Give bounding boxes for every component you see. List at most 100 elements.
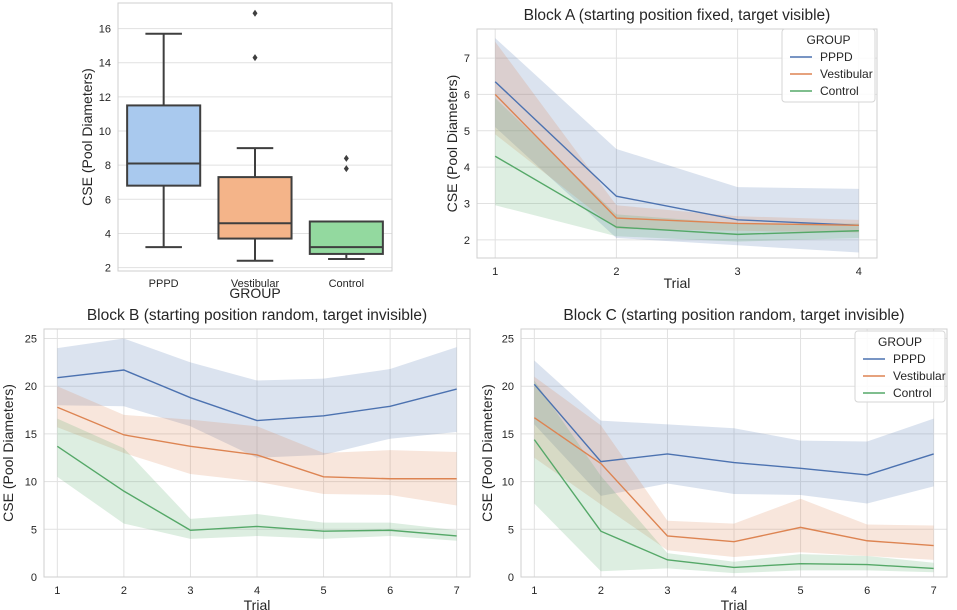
blockB-xtick-label: 2	[121, 585, 127, 597]
blockB-ytick-label: 20	[25, 381, 37, 393]
boxplot-ytick-label: 12	[99, 92, 111, 104]
blockC-line-pppd	[533, 383, 934, 476]
blockA-line-pppd	[494, 81, 859, 226]
blockA-chart: 1 2 3 4 2 3 4 5 6 7 Block A (starting position fix…	[444, 7, 878, 291]
blockA-frame	[476, 28, 878, 259]
blockB-title: Block B (starting position random, targe…	[87, 307, 427, 324]
blockC-line-vestibular	[533, 417, 934, 547]
box-outlier	[343, 154, 349, 162]
boxplot-ytick-label: 4	[105, 228, 111, 240]
blockB-ytick-label: 10	[25, 477, 37, 489]
boxplot-ytick-label: 2	[105, 263, 111, 275]
box-control	[308, 220, 384, 255]
blockC-title: Block C (starting position random, targe…	[563, 307, 904, 324]
blockB-ytick-label: 5	[31, 524, 37, 536]
blockC-legend-box	[854, 330, 946, 403]
box-outlier	[252, 54, 258, 62]
blockA-xtick-label: 2	[613, 266, 619, 278]
blockC-ytick-label: 15	[502, 429, 514, 441]
blockB-xtick-label: 3	[187, 585, 193, 597]
blockA-legend-label: PPPD	[820, 50, 853, 64]
blockB-band-pppd	[57, 338, 457, 458]
blockB-band-vestibular	[57, 386, 457, 506]
blockC-line-control	[533, 439, 934, 570]
blockA-ytick-label: 3	[464, 198, 470, 210]
blockC-xtick-label: 1	[531, 585, 537, 597]
blockC-xtick-label: 7	[931, 585, 937, 597]
blockA-ytick-label: 6	[464, 89, 470, 101]
blockC-frame	[520, 328, 948, 578]
blockA-line-vestibular	[494, 93, 859, 226]
blockB-xtick-label: 6	[387, 585, 393, 597]
blockB-xtick-label: 5	[321, 585, 327, 597]
blockA-band-pppd	[495, 38, 859, 253]
blockA-ytick-label: 7	[464, 53, 470, 65]
blockC-ytick-label: 5	[508, 524, 514, 536]
blockC-band-vestibular	[534, 376, 934, 560]
blockC-xlabel: Trial	[721, 597, 748, 610]
blockA-ytick-label: 2	[464, 235, 470, 247]
blockC-xtick-label: 2	[598, 585, 604, 597]
blockB-line-vestibular	[57, 406, 457, 480]
boxplot-ytick-label: 14	[99, 58, 111, 70]
blockA-xtick-label: 4	[856, 266, 862, 278]
blockB-ytick-label: 0	[31, 572, 37, 584]
blockB-ytick-label: 15	[25, 429, 37, 441]
boxplot-xtick-label: PPPD	[149, 278, 179, 290]
blockA-xtick-label: 1	[492, 266, 498, 278]
blockB-xlabel: Trial	[244, 597, 271, 610]
boxplot-ytick-label: 16	[99, 24, 111, 36]
blockA-legend-title: GROUP	[806, 33, 850, 47]
blockB-ylabel: CSE (Pool Diameters)	[0, 384, 16, 522]
blockB-ytick-label: 25	[25, 334, 37, 346]
blockA-title: Block A (starting position fixed, target…	[524, 7, 831, 24]
blockC-band-control	[534, 380, 934, 574]
boxplot-ytick-label: 8	[105, 160, 111, 172]
blockC-ytick-label: 10	[502, 477, 514, 489]
boxplot-chart: 2 4 6 8 10 12 14 16 PPPD Vestibular Control GROUP CS…	[79, 2, 393, 301]
blockC-ylabel: CSE (Pool Diameters)	[479, 384, 495, 522]
blockC-legend-label: Vestibular	[893, 369, 946, 383]
blockA-legend: GROUP PPPD Vestibular Control	[781, 28, 876, 103]
box-outlier	[343, 165, 349, 173]
blockC-ytick-label: 25	[502, 334, 514, 346]
blockA-ytick-label: 4	[464, 162, 470, 174]
blockA-band-vestibular	[495, 41, 859, 233]
blockB-line-control	[56, 445, 457, 537]
box-vestibular	[217, 176, 293, 240]
blockA-xlabel: Trial	[664, 275, 691, 291]
blockC-legend-label: PPPD	[893, 352, 926, 366]
boxplot-xtick-label: Vestibular	[231, 278, 280, 290]
box-pppd	[126, 104, 202, 187]
blockB-xtick-label: 4	[254, 585, 260, 597]
blockC-xtick-label: 6	[864, 585, 870, 597]
blockA-xtick-label: 3	[735, 266, 741, 278]
blockA-line-control	[494, 155, 859, 236]
box-outlier	[252, 9, 258, 17]
blockC-band-pppd	[534, 360, 934, 504]
blockA-ylabel: CSE (Pool Diameters)	[444, 75, 460, 213]
boxplot-xtick-label: Control	[329, 278, 364, 290]
blockB-frame	[43, 328, 471, 578]
blockB-xtick-label: 1	[54, 585, 60, 597]
boxplot-ytick-label: 6	[105, 194, 111, 206]
blockB-xtick-label: 7	[454, 585, 460, 597]
boxplot-frame	[117, 2, 393, 272]
boxplot-ytick-label: 10	[99, 126, 111, 138]
blockA-legend-box	[781, 28, 876, 103]
blockA-legend-label: Vestibular	[820, 67, 873, 81]
boxplot-ylabel: CSE (Pool Diameters)	[79, 68, 95, 206]
blockC-chart: 1 2 3 4 5 6 7 0 5 10 15 20 25 Block C (starting posit…	[479, 307, 948, 610]
blockC-legend-title: GROUP	[878, 335, 922, 349]
blockC-xtick-label: 5	[798, 585, 804, 597]
blockA-ytick-label: 5	[464, 126, 470, 138]
blockC-ytick-label: 0	[508, 572, 514, 584]
blockB-line-pppd	[57, 369, 457, 422]
blockA-legend-label: Control	[820, 84, 859, 98]
blockC-xtick-label: 3	[664, 585, 670, 597]
blockB-chart: 1 2 3 4 5 6 7 0 5 10 15 20 25 Block B (starting posit…	[0, 307, 471, 610]
boxplot-xlabel: GROUP	[229, 285, 280, 301]
blockA-band-control	[495, 98, 859, 242]
blockC-ytick-label: 20	[502, 381, 514, 393]
